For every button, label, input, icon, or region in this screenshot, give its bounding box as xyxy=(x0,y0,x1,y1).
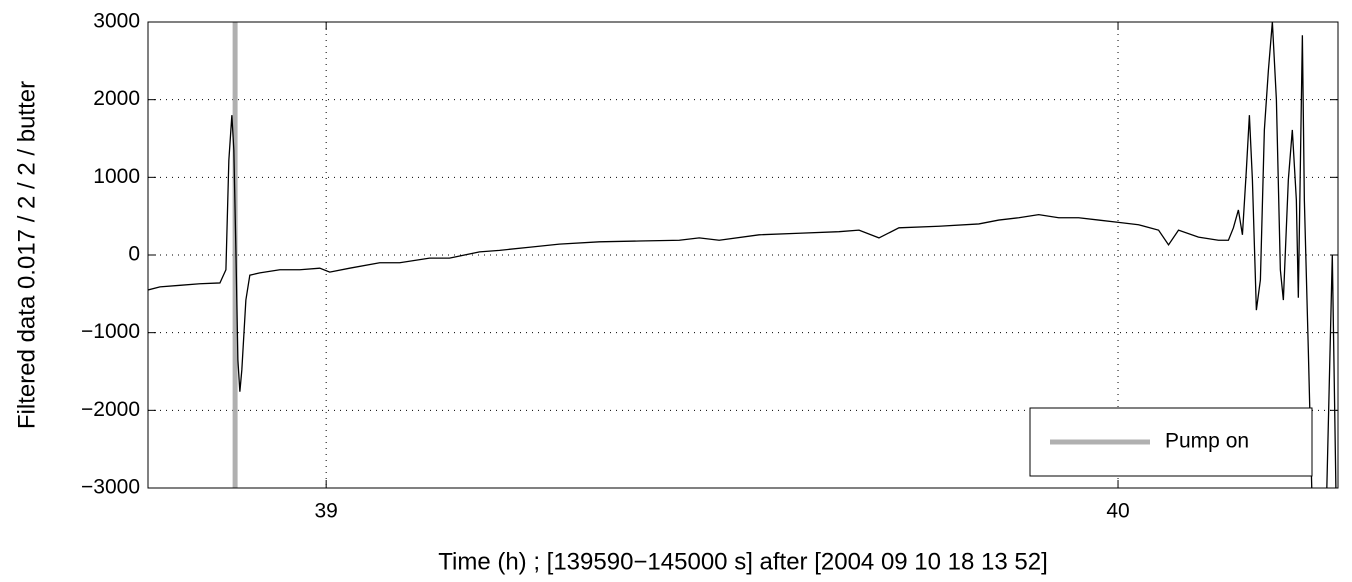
y-tick-label: −1000 xyxy=(81,320,140,343)
y-tick-label: 1000 xyxy=(93,165,140,188)
y-tick-label: 0 xyxy=(128,243,140,266)
y-tick-label: −2000 xyxy=(81,398,140,421)
data-line xyxy=(148,22,1337,488)
y-tick-label: 2000 xyxy=(93,87,140,110)
y-tick-label: −3000 xyxy=(81,476,140,499)
legend-label: Pump on xyxy=(1165,430,1249,453)
x-tick-label: 39 xyxy=(314,500,337,523)
plot-content xyxy=(148,22,1337,488)
x-tick-label: 40 xyxy=(1106,500,1129,523)
y-tick-label: 3000 xyxy=(93,10,140,33)
y-axis-label: Filtered data 0.017 / 2 / 2 / butter xyxy=(13,81,40,429)
x-axis-label: Time (h) ; [139590−145000 s] after [2004… xyxy=(438,548,1048,575)
plot-frame xyxy=(147,21,1339,489)
